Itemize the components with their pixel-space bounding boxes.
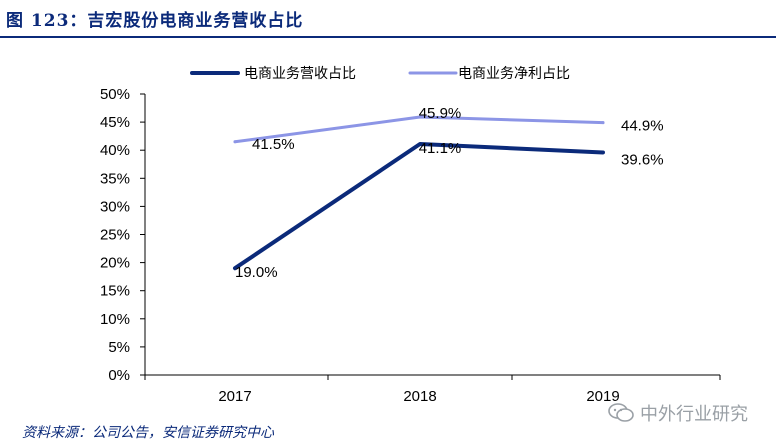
y-tick-label: 35% bbox=[100, 170, 130, 187]
watermark-text: 中外行业研究 bbox=[640, 404, 748, 425]
x-tick-label: 2018 bbox=[403, 388, 436, 405]
data-point bbox=[601, 121, 605, 125]
y-tick-label: 30% bbox=[100, 198, 130, 215]
y-tick-label: 50% bbox=[100, 86, 130, 103]
line-chart: 0% 5% 10% 15% 20% 25% 30% 35% 40% 45% 50% 2017 2018 2… bbox=[100, 65, 721, 405]
figure-title: 图 123：吉宏股份电商业务营收占比 bbox=[6, 11, 304, 31]
data-label: 45.9% bbox=[419, 105, 462, 122]
data-label: 39.6% bbox=[621, 151, 664, 168]
x-tick-label: 2019 bbox=[586, 388, 619, 405]
data-point bbox=[601, 150, 605, 154]
data-label: 44.9% bbox=[621, 118, 664, 135]
y-tick-label: 5% bbox=[108, 339, 130, 356]
legend-label: 电商业务净利占比 bbox=[458, 65, 570, 81]
y-tick-label: 0% bbox=[108, 367, 130, 384]
y-tick-label: 45% bbox=[100, 114, 130, 131]
y-tick-label: 25% bbox=[100, 227, 130, 244]
y-tick-label: 15% bbox=[100, 283, 130, 300]
y-tick-label: 10% bbox=[100, 311, 130, 328]
x-tick-label: 2017 bbox=[218, 388, 251, 405]
y-tick-label: 40% bbox=[100, 142, 130, 159]
data-label: 41.1% bbox=[419, 140, 462, 157]
title-divider bbox=[0, 36, 776, 38]
data-label: 19.0% bbox=[235, 264, 278, 281]
data-point bbox=[418, 142, 422, 146]
wechat-icon bbox=[608, 403, 634, 422]
data-point bbox=[418, 115, 422, 119]
data-label: 41.5% bbox=[252, 136, 295, 153]
watermark: 中外行业研究 bbox=[608, 400, 748, 426]
data-point bbox=[233, 266, 237, 270]
y-tick-label: 20% bbox=[100, 255, 130, 272]
data-point bbox=[233, 140, 237, 144]
source-note: 资料来源：公司公告，安信证券研究中心 bbox=[22, 425, 274, 441]
legend-label: 电商业务营收占比 bbox=[244, 65, 356, 81]
series-line bbox=[233, 142, 605, 271]
